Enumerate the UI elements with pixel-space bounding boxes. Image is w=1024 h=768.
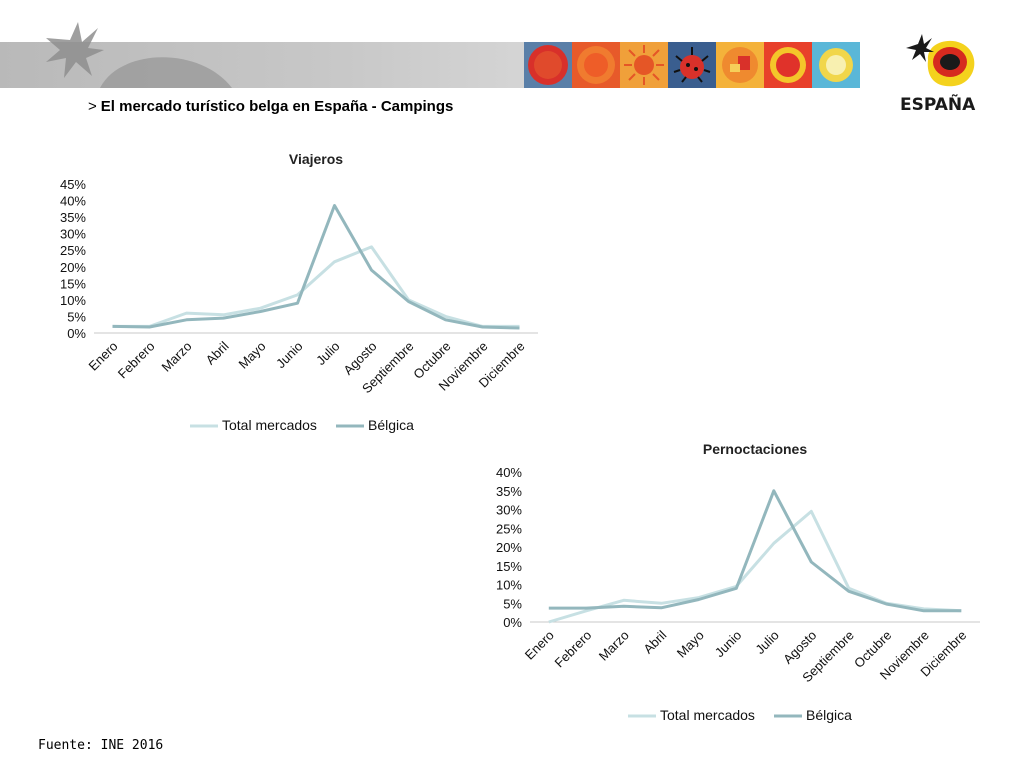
y-tick-label: 5%: [67, 309, 86, 324]
y-tick-label: 0%: [503, 615, 522, 630]
sun-logo-icon: [906, 34, 975, 87]
y-tick-label: 35%: [60, 210, 86, 225]
x-tick-label: Julio: [752, 628, 782, 658]
x-tick-label: Marzo: [158, 339, 194, 375]
tile-orange-sun: [572, 42, 620, 88]
y-tick-label: 15%: [496, 559, 522, 574]
x-tick-label: Abril: [640, 627, 669, 656]
series-line-belgica: [548, 489, 962, 613]
page-title: > El mercado turístico belga en España - …: [88, 98, 453, 115]
x-tick-label: Enero: [522, 628, 557, 663]
x-tick-label: Mayo: [236, 339, 269, 372]
x-tick-label: Enero: [85, 339, 120, 374]
y-tick-label: 0%: [67, 326, 86, 341]
y-tick-label: 15%: [60, 276, 86, 291]
y-tick-label: 45%: [60, 177, 86, 192]
y-tick-label: 40%: [496, 465, 522, 480]
tile-squares: [716, 42, 764, 88]
x-tick-label: Febrero: [115, 339, 158, 382]
chart-title: Pernoctaciones: [703, 441, 807, 457]
y-tick-label: 10%: [60, 293, 86, 308]
title-text: El mercado turístico belga en España - C…: [100, 98, 454, 115]
y-tick-label: 30%: [60, 227, 86, 242]
x-tick-label: Febrero: [552, 628, 595, 671]
sun-star-icon: [46, 22, 104, 78]
x-tick-label: Junio: [712, 628, 745, 661]
title-marker: >: [88, 98, 97, 115]
source-note: Fuente: INE 2016: [38, 738, 164, 753]
x-tick-label: Mayo: [674, 628, 707, 661]
tile-bright-sun: [812, 42, 860, 88]
tile-ring: [764, 42, 812, 88]
y-tick-label: 20%: [496, 540, 522, 555]
legend-label: Total mercados: [222, 417, 317, 433]
y-tick-label: 20%: [60, 260, 86, 275]
tile-red-circle: [524, 42, 572, 88]
legend-label: Bélgica: [806, 707, 852, 723]
y-tick-label: 5%: [503, 596, 522, 611]
tile-ladybug: [668, 42, 716, 88]
chart-pernoctaciones: Pernoctaciones 0% 5% 10% 15% 20% 25% 30% 35% 40% E…: [496, 441, 980, 723]
y-tick-label: 30%: [496, 503, 522, 518]
espana-logo: ESPAÑA: [900, 34, 976, 115]
logo-wordmark: ESPAÑA: [900, 92, 976, 115]
hill-shape: [100, 57, 232, 88]
series-line-belgica: [112, 204, 520, 330]
banner-decoration: [46, 22, 232, 88]
banner-tiles: [524, 42, 860, 88]
x-tick-label: Julio: [313, 339, 343, 369]
chart-viajeros: Viajeros 0% 5%10% 15%20% 25%30% 35%40% 45% Ener…: [60, 151, 538, 433]
y-tick-label: 35%: [496, 484, 522, 499]
x-tick-label: Abril: [203, 338, 232, 367]
tile-sun-rays: [620, 42, 668, 88]
chart-title: Viajeros: [289, 151, 343, 167]
legend-label: Bélgica: [368, 417, 414, 433]
y-tick-label: 25%: [60, 243, 86, 258]
y-tick-label: 40%: [60, 194, 86, 209]
legend-label: Total mercados: [660, 707, 755, 723]
x-tick-label: Junio: [273, 339, 306, 372]
x-tick-label: Marzo: [596, 628, 632, 664]
series-line-total-mercados: [112, 245, 520, 328]
y-tick-label: 10%: [496, 578, 522, 593]
y-tick-label: 25%: [496, 521, 522, 536]
